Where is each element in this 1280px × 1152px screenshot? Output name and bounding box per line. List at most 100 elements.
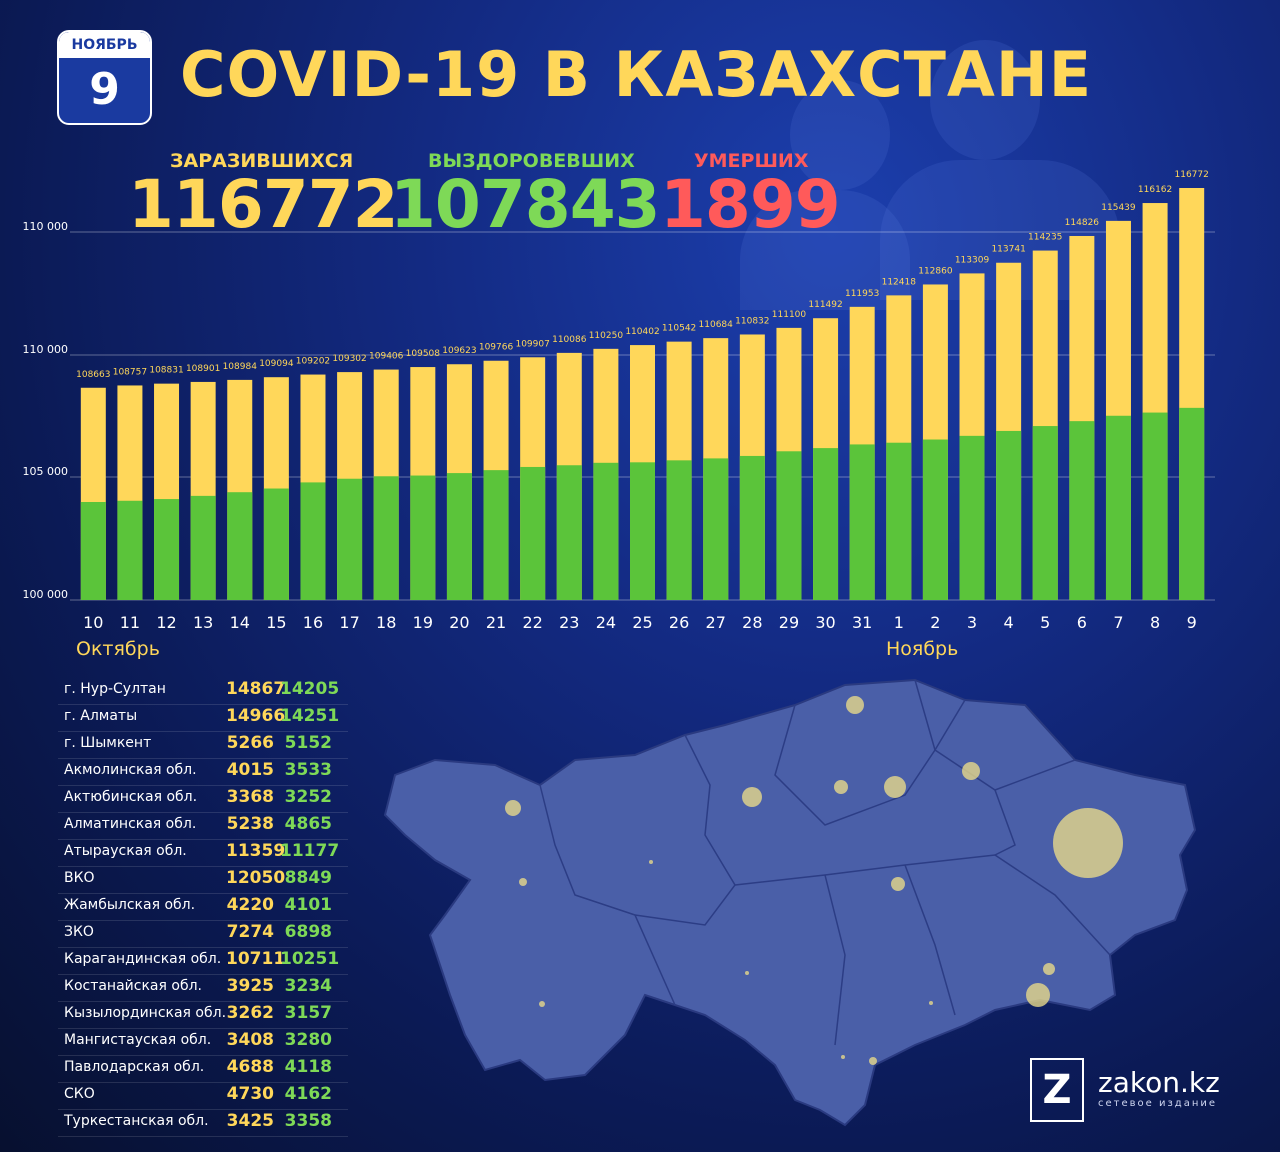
map-marker bbox=[929, 1001, 933, 1005]
zakon-logo-subtitle: сетевое издание bbox=[1098, 1098, 1218, 1109]
region-name: Павлодарская обл. bbox=[64, 1059, 205, 1075]
data-label: 109202 bbox=[296, 357, 330, 367]
bar-recovered bbox=[849, 444, 875, 600]
x-tick-label: 20 bbox=[449, 613, 469, 632]
map-marker bbox=[745, 971, 749, 975]
region-infected: 4688 bbox=[226, 1057, 274, 1077]
region-name: ВКО bbox=[64, 870, 95, 886]
bar-recovered bbox=[630, 462, 655, 600]
page-title: COVID-19 В КАЗАХСТАНЕ bbox=[180, 38, 1093, 111]
region-infected: 14867 bbox=[226, 679, 286, 699]
x-tick-label: 30 bbox=[815, 613, 835, 632]
map-marker bbox=[962, 762, 980, 780]
data-label: 111492 bbox=[808, 300, 842, 310]
x-tick-label: 29 bbox=[779, 613, 799, 632]
bar-recovered bbox=[520, 466, 546, 600]
bar-recovered bbox=[666, 460, 692, 600]
region-recovered: 10251 bbox=[280, 949, 340, 969]
x-tick-label: 19 bbox=[413, 613, 433, 632]
x-tick-label: 24 bbox=[596, 613, 616, 632]
x-tick-label: 22 bbox=[522, 613, 542, 632]
infected-value: 116772 bbox=[128, 166, 399, 243]
region-infected: 3262 bbox=[226, 1003, 274, 1023]
bar-recovered bbox=[813, 448, 839, 600]
region-name: г. Алматы bbox=[64, 708, 138, 724]
bar-recovered bbox=[410, 475, 436, 600]
region-recovered: 3358 bbox=[284, 1111, 332, 1131]
region-row: Алматинская обл. 5238 4865 bbox=[58, 813, 348, 840]
region-recovered: 4101 bbox=[284, 895, 332, 915]
region-name: г. Шымкент bbox=[64, 735, 152, 751]
data-label: 108831 bbox=[149, 366, 183, 376]
region-name: Алматинская обл. bbox=[64, 816, 197, 832]
region-infected: 4730 bbox=[226, 1084, 274, 1104]
data-label: 109406 bbox=[369, 352, 404, 362]
data-label: 109508 bbox=[406, 349, 441, 359]
data-label: 113309 bbox=[955, 255, 990, 265]
x-tick-label: 25 bbox=[632, 613, 652, 632]
data-label: 108663 bbox=[76, 370, 110, 380]
region-infected: 7274 bbox=[226, 922, 274, 942]
map-marker bbox=[742, 787, 762, 807]
region-row: г. Шымкент 5266 5152 bbox=[58, 732, 348, 759]
region-recovered: 8849 bbox=[284, 868, 332, 888]
region-recovered: 3157 bbox=[284, 1003, 332, 1023]
bar-recovered bbox=[1179, 407, 1205, 600]
region-row: Кызылординская обл. 3262 3157 bbox=[58, 1002, 348, 1029]
recovered-label: ВЫЗДОРОВЕВШИХ bbox=[428, 150, 635, 172]
region-recovered: 14251 bbox=[280, 706, 340, 726]
map-marker bbox=[841, 1055, 845, 1059]
bar-recovered bbox=[1032, 426, 1058, 600]
data-label: 110402 bbox=[625, 327, 659, 337]
map-marker bbox=[505, 800, 521, 816]
deaths-value: 1899 bbox=[660, 166, 841, 243]
y-tick-label: 105 000 bbox=[23, 465, 69, 478]
map-marker bbox=[869, 1057, 877, 1065]
region-name: Мангистауская обл. bbox=[64, 1032, 212, 1048]
x-tick-label: 3 bbox=[967, 613, 977, 632]
x-tick-label: 27 bbox=[706, 613, 726, 632]
region-row: СКО 4730 4162 bbox=[58, 1083, 348, 1110]
region-row: Мангистауская обл. 3408 3280 bbox=[58, 1029, 348, 1056]
bar-recovered bbox=[263, 488, 289, 600]
y-tick-label: 100 000 bbox=[23, 588, 69, 601]
x-tick-label: 8 bbox=[1150, 613, 1160, 632]
data-label: 114826 bbox=[1065, 218, 1100, 228]
bar-recovered bbox=[959, 435, 985, 600]
data-label: 116772 bbox=[1175, 170, 1209, 180]
bar-recovered bbox=[446, 473, 472, 600]
region-name: Туркестанская обл. bbox=[64, 1113, 209, 1129]
x-tick-label: 14 bbox=[230, 613, 250, 632]
x-tick-label: 4 bbox=[1004, 613, 1014, 632]
zakon-logo-name: zakon.kz bbox=[1098, 1066, 1220, 1099]
bar-recovered bbox=[1105, 415, 1131, 600]
bar-recovered bbox=[483, 470, 509, 600]
map-marker bbox=[884, 776, 906, 798]
region-row: г. Алматы 14966 14251 bbox=[58, 705, 348, 732]
bar-recovered bbox=[739, 455, 765, 600]
region-recovered: 6898 bbox=[284, 922, 332, 942]
bar-recovered bbox=[80, 502, 106, 600]
region-recovered: 14205 bbox=[280, 679, 340, 699]
background-person-silhouette bbox=[790, 80, 890, 190]
month-label-october: Октябрь bbox=[76, 638, 160, 660]
bar-recovered bbox=[1069, 421, 1095, 600]
map-case-markers bbox=[505, 696, 1123, 1065]
calendar-day: 9 bbox=[89, 64, 120, 115]
x-tick-label: 16 bbox=[303, 613, 323, 632]
data-label: 109302 bbox=[332, 354, 366, 364]
region-row: Карагандинская обл. 10711 10251 bbox=[58, 948, 348, 975]
data-label: 111100 bbox=[772, 310, 807, 320]
map-marker bbox=[1043, 963, 1055, 975]
x-tick-label: 6 bbox=[1077, 613, 1087, 632]
region-name: Кызылординская обл. bbox=[64, 1005, 227, 1021]
month-label-november: Ноябрь bbox=[886, 638, 959, 660]
data-label: 113741 bbox=[991, 245, 1025, 255]
infected-label: ЗАРАЗИВШИХСЯ bbox=[170, 150, 354, 172]
data-label: 110086 bbox=[552, 335, 587, 345]
deaths-label: УМЕРШИХ bbox=[694, 150, 809, 172]
region-name: г. Нур-Султан bbox=[64, 681, 166, 697]
region-row: Жамбылская обл. 4220 4101 bbox=[58, 894, 348, 921]
region-recovered: 5152 bbox=[284, 733, 332, 753]
background-person-silhouette bbox=[930, 40, 1040, 160]
